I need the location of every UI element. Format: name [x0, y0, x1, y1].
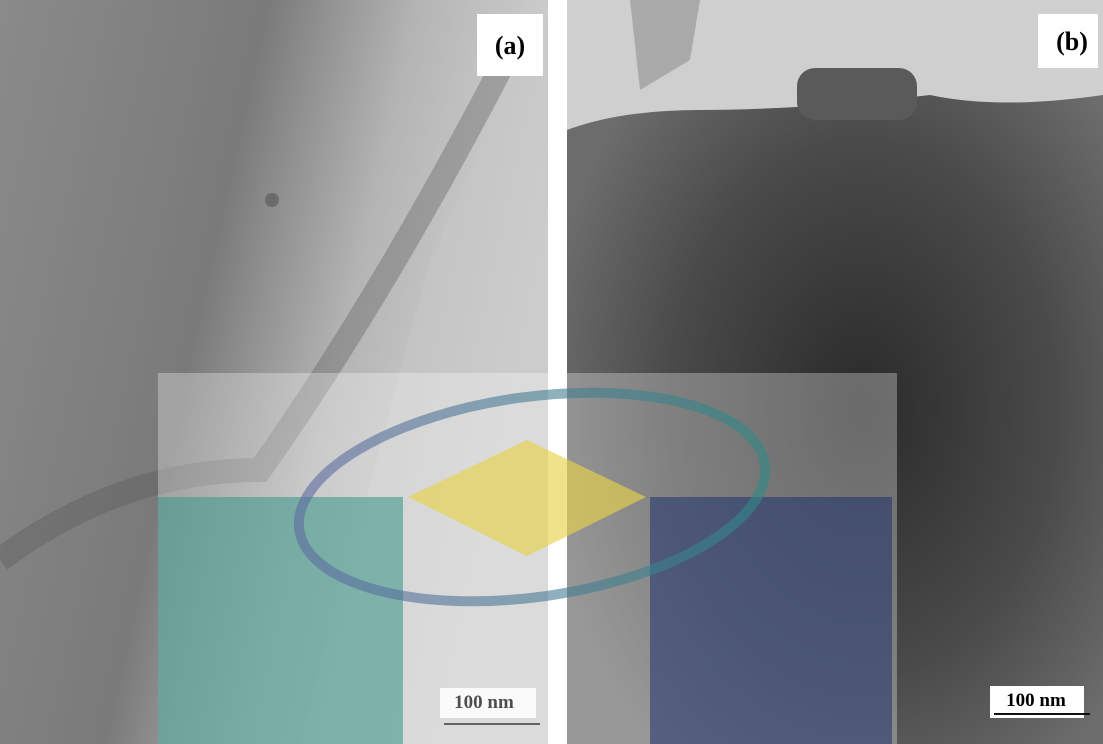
watermark-navy: [650, 497, 892, 744]
particle: [797, 68, 917, 120]
panel-label: (b): [1056, 27, 1088, 56]
particle: [265, 193, 279, 207]
watermark: [158, 365, 897, 744]
watermark-teal: [158, 497, 403, 744]
page: (a) 100 nm (b) 100 nm (() => { const dat…: [0, 0, 1103, 744]
figure: (a) 100 nm (b) 100 nm: [0, 0, 1103, 744]
scale-bar-label: 100 nm: [1006, 690, 1066, 711]
panel-label: (a): [495, 31, 525, 60]
